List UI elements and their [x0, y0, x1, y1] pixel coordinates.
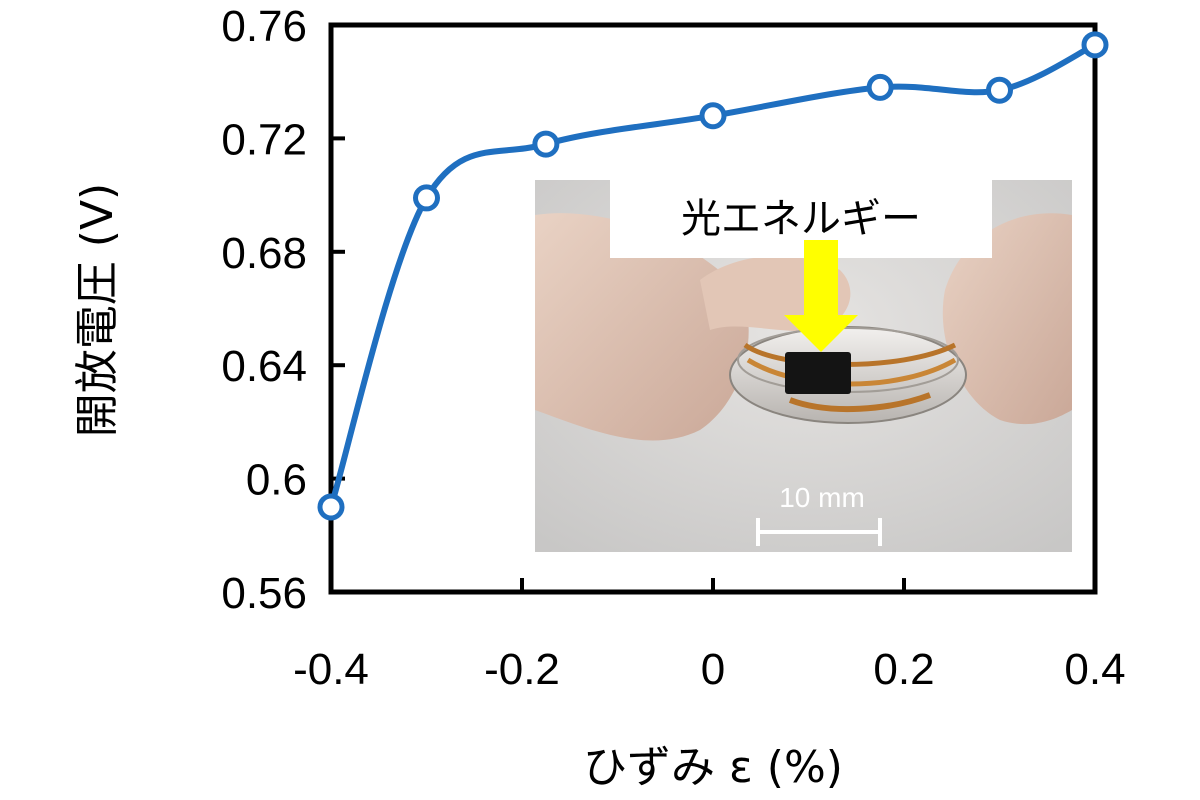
- data-point: [699, 102, 727, 130]
- annotation-label: 光エネルギー: [681, 196, 921, 242]
- x-axis-ticks: -0.4 -0.2 0 0.2 0.4: [293, 578, 1126, 694]
- solar-cell: [785, 352, 851, 394]
- light-arrow: [784, 240, 858, 352]
- y-tick-label: 0.68: [221, 229, 307, 278]
- x-axis-title: ひずみ ε (%): [583, 742, 843, 793]
- y-tick-label: 0.64: [221, 342, 307, 391]
- x-tick-label: 0.4: [1064, 645, 1125, 694]
- data-point: [413, 184, 440, 212]
- inset-photo: 光エネルギー 10 mm: [535, 180, 1072, 552]
- x-tick-label: 0: [701, 645, 725, 694]
- data-series: [317, 31, 1109, 521]
- x-tick-label: -0.4: [293, 645, 369, 694]
- y-tick-label: 0.76: [221, 2, 307, 51]
- y-axis-ticks: 0.56 0.6 0.64 0.68 0.72 0.76: [221, 2, 345, 618]
- y-axis-title: 開放電圧 (V): [72, 183, 123, 437]
- copper-trace-3: [788, 392, 932, 413]
- annotation-box: [610, 180, 992, 258]
- x-tick-label: -0.2: [484, 645, 560, 694]
- data-point: [317, 493, 345, 521]
- data-point: [532, 130, 560, 158]
- y-tick-label: 0.72: [221, 115, 307, 164]
- y-tick-label: 0.56: [221, 569, 307, 618]
- data-point: [1081, 31, 1109, 59]
- scale-bar: 10 mm: [756, 482, 882, 546]
- x-tick-label: 0.2: [873, 645, 934, 694]
- right-finger: [942, 213, 1072, 425]
- data-point: [986, 76, 1013, 104]
- data-point: [866, 73, 894, 101]
- left-finger: [535, 213, 749, 441]
- series-line: [328, 42, 1097, 508]
- scale-bar-label: 10 mm: [779, 482, 865, 513]
- y-tick-label: 0.6: [246, 456, 307, 505]
